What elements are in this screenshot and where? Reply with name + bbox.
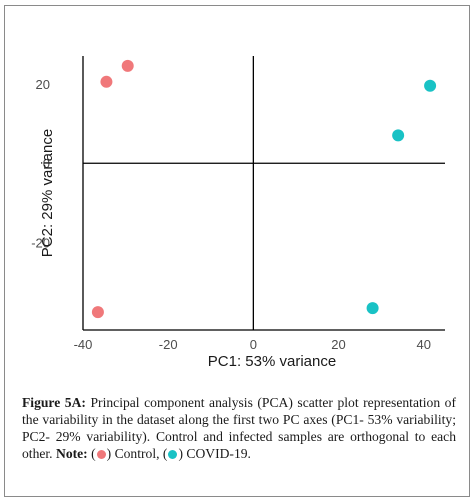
y-tick-label: -20 bbox=[31, 236, 50, 251]
data-points bbox=[91, 59, 437, 319]
legend-covid-label: ) COVID-19. bbox=[178, 446, 251, 461]
data-point bbox=[121, 59, 134, 72]
y-tick-label: 0 bbox=[43, 156, 50, 171]
legend-control-label: ) Control, bbox=[106, 446, 160, 461]
x-tick-label: 20 bbox=[331, 337, 345, 352]
legend-covid-marker bbox=[168, 450, 178, 459]
x-tick-label: -40 bbox=[74, 337, 93, 352]
data-point bbox=[366, 302, 379, 315]
figure-frame bbox=[4, 5, 470, 497]
pca-scatter-plot: -40 -20 0 20 40 20 0 -20 PC1: 53% variance PC2… bbox=[31, 56, 445, 370]
y-tick-labels: 20 0 -20 bbox=[31, 77, 50, 251]
figure-label: Figure 5A: bbox=[22, 395, 86, 410]
y-axis-title: PC2: 29% variance bbox=[39, 129, 56, 257]
legend-open-paren-control: ( bbox=[91, 446, 96, 461]
legend-control-marker bbox=[96, 450, 106, 459]
y-tick-label: 20 bbox=[36, 77, 50, 92]
axes-group bbox=[82, 56, 445, 331]
data-point bbox=[424, 79, 437, 92]
caption-text: Principal component analysis (PCA) scatt… bbox=[22, 395, 456, 461]
x-tick-label: -20 bbox=[159, 337, 178, 352]
x-tick-labels: -40 -20 0 20 40 bbox=[74, 337, 431, 352]
x-tick-label: 0 bbox=[250, 337, 257, 352]
data-point bbox=[392, 129, 405, 142]
figure-caption: Figure 5A: Principal component analysis … bbox=[22, 394, 456, 462]
x-axis-title: PC1: 53% variance bbox=[208, 353, 336, 370]
x-tick-label: 40 bbox=[416, 337, 430, 352]
legend-open-paren-covid: ( bbox=[162, 446, 168, 461]
note-label: Note: bbox=[56, 446, 88, 461]
data-point bbox=[91, 306, 104, 319]
data-point bbox=[100, 75, 113, 88]
